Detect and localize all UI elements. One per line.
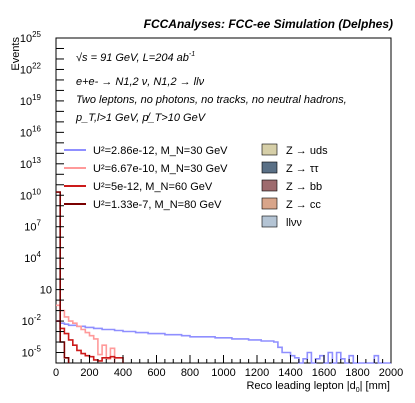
annotation-block: √s = 91 GeV, L=204 ab-1 e+e- → N1,2 ν, N… [75, 51, 347, 124]
legend-bkg-label-0: Z → uds [286, 145, 328, 157]
y-tick-label: 10-5 [22, 345, 42, 360]
x-tick-label: 1200 [245, 367, 269, 379]
legend-bkg-label-3: Z → cc [286, 199, 321, 211]
x-tick-label: 1800 [345, 367, 369, 379]
x-tick-label: 200 [80, 367, 98, 379]
y-tick-label: 1025 [20, 30, 42, 45]
histogram-series-3 [56, 191, 70, 363]
legend-label-2: U²=5e-12, M_N=60 GeV [93, 181, 213, 193]
y-tick-label: 1016 [20, 124, 42, 139]
x-tick-label: 2000 [379, 367, 403, 379]
chart-title: FCCAnalyses: FCC-ee Simulation (Delphes) [144, 17, 393, 31]
annotation-selection: Two leptons, no photons, no tracks, no n… [76, 94, 347, 106]
y-tick-label: 1010 [20, 187, 42, 202]
background-legend: Z → uds Z → ττ Z → bb Z → cc llνν [261, 143, 328, 229]
x-tick-label: 600 [147, 367, 165, 379]
annotation-process: e+e- → N1,2 ν, N1,2 → llν [76, 76, 205, 88]
y-tick-label: 104 [24, 250, 41, 265]
histogram-series-1 [56, 304, 116, 363]
x-axis: 0 200 400 600 800 1000 1200 1400 1600 1800 2000 [53, 355, 403, 379]
x-tick-label: 800 [181, 367, 199, 379]
legend-bkg-label-4: llνν [286, 217, 302, 229]
signal-legend: U²=2.86e-12, M_N=30 GeV U²=6.67e-10, M_N=… [64, 145, 228, 211]
annotation-energy: √s = 91 GeV, L=204 ab-1 [76, 51, 195, 64]
x-tick-label: 1600 [312, 367, 336, 379]
x-axis-label: Reco leading lepton |d0| [mm] [246, 380, 390, 394]
legend-label-1: U²=6.67e-10, M_N=30 GeV [93, 163, 228, 175]
x-tick-label: 0 [53, 367, 59, 379]
y-tick-label: 107 [24, 219, 41, 234]
x-tick-label: 1000 [211, 367, 235, 379]
legend-bkg-label-1: Z → ττ [286, 163, 319, 175]
annotation-cuts: p_T,l>1 GeV, p̸_T>10 GeV [75, 112, 207, 124]
legend-swatch-1 [261, 161, 278, 174]
histogram-layer [56, 191, 391, 364]
legend-swatch-2 [261, 179, 278, 192]
x-tick-label: 400 [114, 367, 132, 379]
x-tick-label: 1400 [278, 367, 302, 379]
histogram-series-0 [56, 320, 391, 364]
y-tick-label: 1022 [20, 61, 42, 76]
legend-bkg-label-2: Z → bb [286, 181, 322, 193]
legend-swatch-4 [261, 215, 278, 228]
y-tick-label: 1013 [20, 156, 42, 171]
y-axis-label: Events [10, 37, 22, 71]
legend-label-3: U²=1.33e-7, M_N=80 GeV [93, 199, 222, 211]
y-tick-label: 10-2 [22, 313, 42, 328]
y-tick-label: 1019 [20, 93, 42, 108]
legend-swatch-0 [261, 143, 278, 156]
legend-swatch-3 [261, 197, 278, 210]
legend-label-0: U²=2.86e-12, M_N=30 GeV [93, 145, 228, 157]
y-axis: 1025 1022 1019 1016 1013 1010 107 104 10 10-2 10-5 [20, 30, 64, 364]
y-tick-label: 10 [40, 285, 52, 297]
